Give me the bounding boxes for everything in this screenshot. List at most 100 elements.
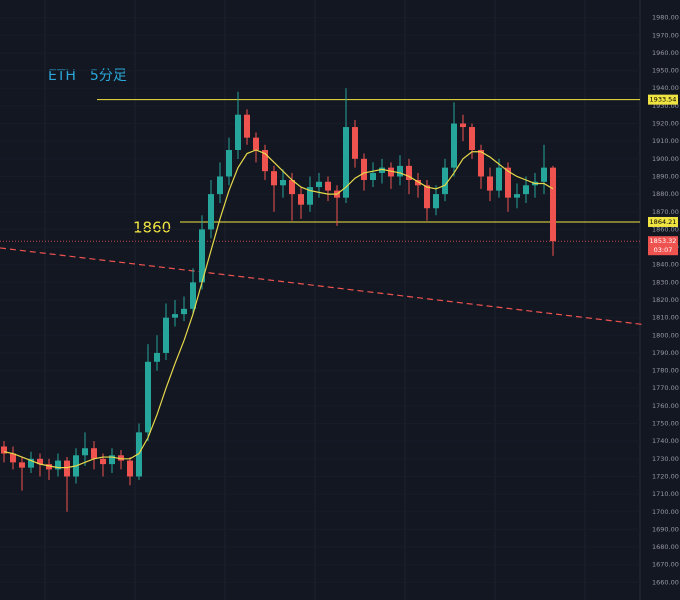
- candle-body: [514, 194, 520, 198]
- y-tick-label: 1890.00: [652, 172, 679, 180]
- candle-body: [496, 167, 502, 191]
- price-label-box: [648, 216, 678, 227]
- candle-body: [37, 458, 43, 465]
- candle-body: [505, 167, 511, 198]
- y-tick-label: 1680.00: [652, 543, 679, 551]
- y-tick-label: 1720.00: [652, 472, 679, 480]
- y-tick-label: 1910.00: [652, 137, 679, 145]
- candle-body: [388, 167, 394, 177]
- countdown-label: 03:07: [654, 246, 673, 254]
- candle-body: [397, 165, 403, 177]
- candle-body: [298, 194, 304, 205]
- candle-body: [118, 455, 124, 461]
- trend-line: [0, 247, 646, 326]
- y-tick-label: 1780.00: [652, 367, 679, 375]
- y-tick-label: 1770.00: [652, 384, 679, 392]
- candle-body: [28, 458, 34, 468]
- candle-body: [352, 127, 358, 159]
- candle-body: [424, 185, 430, 209]
- candle-body: [460, 123, 466, 128]
- candle-body: [415, 180, 421, 186]
- price-label: 1933.54: [650, 96, 677, 104]
- y-tick-label: 1920.00: [652, 120, 679, 128]
- last-price-box: [648, 236, 678, 256]
- y-tick-label: 1860.00: [652, 225, 679, 233]
- y-tick-label: 1840.00: [652, 261, 679, 269]
- candle-body: [469, 127, 475, 150]
- candle-body: [244, 114, 250, 138]
- candle-body: [91, 448, 97, 459]
- price-label-box: [648, 94, 678, 105]
- candle-body: [163, 317, 169, 353]
- candle-body: [199, 229, 205, 283]
- candle-body: [262, 150, 268, 172]
- y-tick-label: 1900.00: [652, 155, 679, 163]
- y-tick-label: 1950.00: [652, 67, 679, 75]
- level-annotation: 1860: [133, 219, 171, 237]
- candle-body: [406, 165, 412, 180]
- candle-body: [325, 181, 331, 191]
- candle-body: [145, 361, 151, 433]
- y-tick-label: 1760.00: [652, 402, 679, 410]
- candle-body: [82, 448, 88, 456]
- y-tick-label: 1740.00: [652, 437, 679, 445]
- candle-body: [226, 150, 232, 177]
- y-tick-label: 1790.00: [652, 349, 679, 357]
- candle-body: [55, 460, 61, 470]
- moving-average: [3, 149, 554, 469]
- candle-body: [217, 176, 223, 195]
- candle-body: [154, 352, 160, 362]
- candle-body: [361, 158, 367, 180]
- y-tick-label: 1970.00: [652, 31, 679, 39]
- candle-body: [343, 127, 349, 198]
- candle-body: [46, 464, 52, 470]
- chart-title: ETH 5分足: [48, 68, 127, 84]
- candle-body: [109, 455, 115, 465]
- y-tick-label: 1660.00: [652, 578, 679, 586]
- candle-body: [478, 150, 484, 177]
- candle-body: [172, 314, 178, 318]
- candle-body: [550, 167, 556, 242]
- price-label: 1864.21: [650, 218, 677, 226]
- candle-body: [208, 194, 214, 230]
- candle-body: [523, 185, 529, 195]
- y-tick-label: 1870.00: [652, 208, 679, 216]
- candle-body: [136, 432, 142, 477]
- y-tick-label: 1960.00: [652, 49, 679, 57]
- candle-body: [541, 167, 547, 182]
- y-tick-label: 1880.00: [652, 190, 679, 198]
- y-tick-label: 1670.00: [652, 561, 679, 569]
- candle-body: [271, 171, 277, 186]
- candle-body: [379, 167, 385, 173]
- candle-body: [370, 172, 376, 180]
- candle-body: [235, 114, 241, 150]
- y-tick-label: 1940.00: [652, 84, 679, 92]
- last-price-label: 1853.32: [650, 237, 677, 245]
- y-tick-label: 1710.00: [652, 490, 679, 498]
- candle-body: [127, 460, 133, 477]
- y-tick-label: 1750.00: [652, 420, 679, 428]
- candle-body: [19, 462, 25, 468]
- candle-body: [280, 180, 286, 186]
- candle-body: [307, 187, 313, 205]
- y-tick-label: 1800.00: [652, 331, 679, 339]
- candle-body: [10, 453, 16, 463]
- candle-body: [451, 123, 457, 168]
- candle-body: [181, 308, 187, 315]
- candle-body: [316, 181, 322, 188]
- candle-body: [64, 460, 70, 477]
- candle-body: [487, 176, 493, 191]
- y-tick-label: 1810.00: [652, 314, 679, 322]
- y-tick-label: 1830.00: [652, 278, 679, 286]
- y-tick-label: 1820.00: [652, 296, 679, 304]
- candle-body: [442, 167, 448, 195]
- y-tick-label: 1730.00: [652, 455, 679, 463]
- y-tick-label: 1930.00: [652, 102, 679, 110]
- candle-body: [433, 194, 439, 209]
- candle-body: [100, 458, 106, 465]
- y-tick-label: 1700.00: [652, 508, 679, 516]
- candle-body: [289, 180, 295, 195]
- candle-body: [1, 446, 7, 454]
- y-tick-label: 1690.00: [652, 525, 679, 533]
